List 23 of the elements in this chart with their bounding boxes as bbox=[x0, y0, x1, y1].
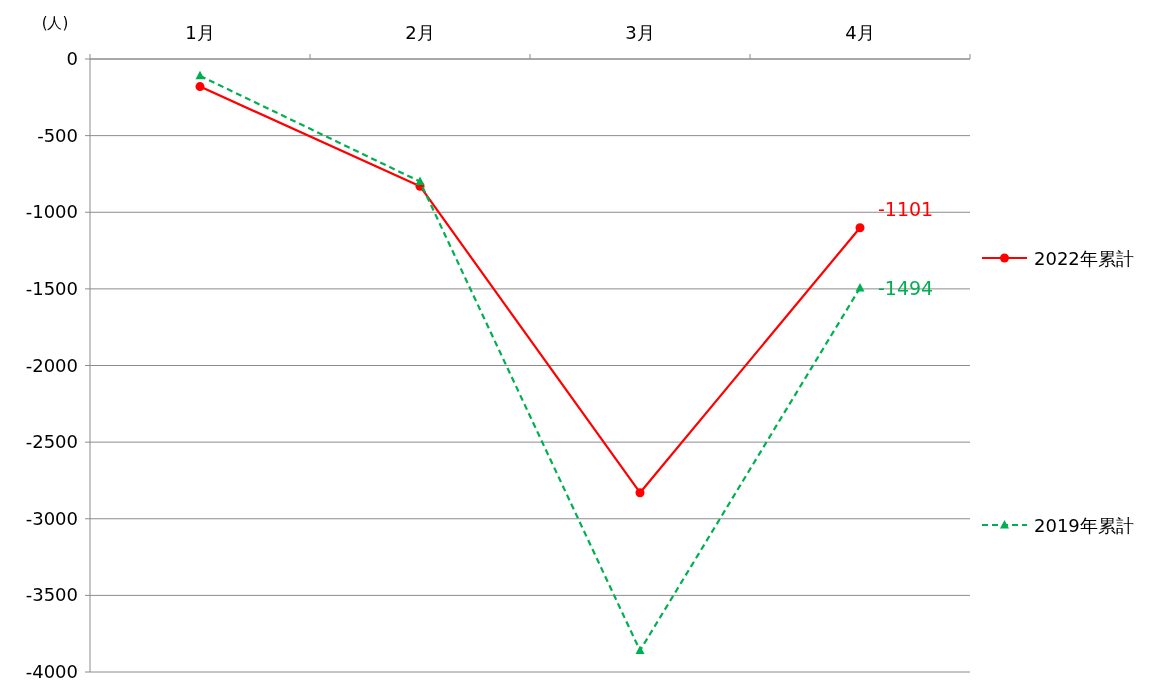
legend-label: 2019年累計 bbox=[1034, 515, 1134, 536]
point bbox=[195, 82, 205, 92]
y-tick-label: -4000 bbox=[25, 661, 78, 682]
point bbox=[415, 176, 425, 186]
legend-label: 2022年累計 bbox=[1034, 248, 1134, 269]
y-tick-label: -1500 bbox=[25, 277, 78, 299]
y-axis-title: (人) bbox=[41, 14, 69, 32]
y-tick-label: -3000 bbox=[25, 507, 78, 529]
y-tick-label: -2500 bbox=[25, 431, 78, 453]
point bbox=[635, 645, 645, 655]
x-tick-label: 2月 bbox=[405, 22, 435, 43]
point bbox=[635, 488, 645, 498]
x-tick-label: 3月 bbox=[625, 22, 655, 43]
data-label: -1101 bbox=[878, 197, 934, 220]
point bbox=[855, 223, 865, 233]
y-tick-label: -3500 bbox=[25, 584, 78, 606]
data-label: -1494 bbox=[878, 276, 934, 299]
y-tick-label: 0 bbox=[66, 48, 78, 69]
x-tick-label: 1月 bbox=[185, 22, 215, 43]
y-tick-label: -1000 bbox=[25, 201, 78, 223]
y-tick-label: -2000 bbox=[25, 354, 78, 376]
y-tick-label: -500 bbox=[37, 124, 78, 146]
x-tick-label: 4月 bbox=[845, 22, 875, 43]
